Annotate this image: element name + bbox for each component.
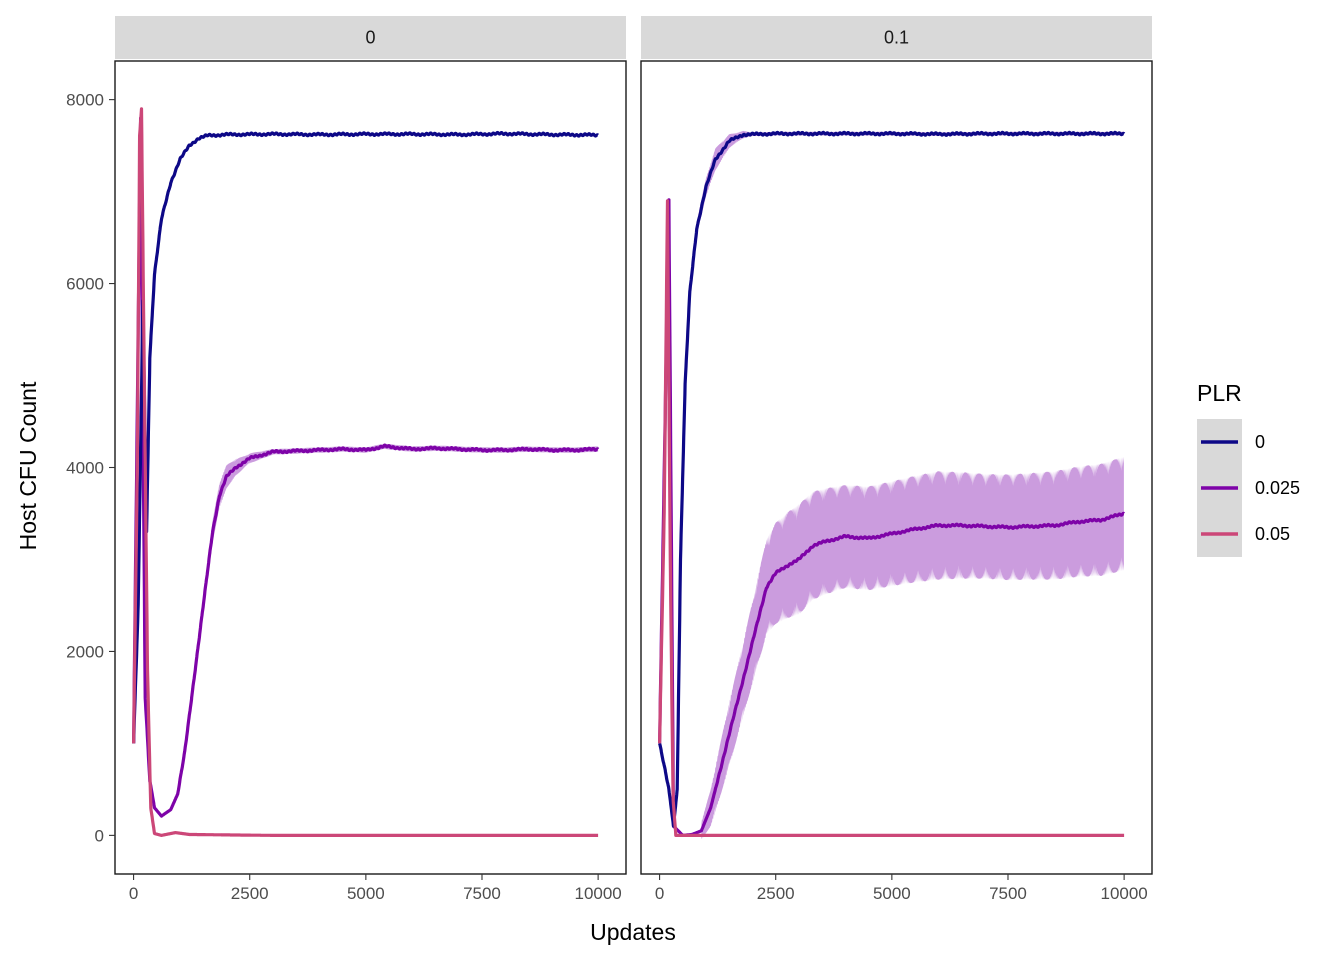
y-tick-label: 4000: [66, 459, 104, 478]
legend: PLR 0 0.025 0.05: [1197, 380, 1300, 557]
x-tick-label: 10000: [574, 884, 621, 903]
y-axis-title: Host CFU Count: [15, 381, 41, 550]
x-tick-label: 2500: [757, 884, 795, 903]
y-axis: 0 2000 4000 6000 8000: [66, 91, 115, 845]
legend-title: PLR: [1197, 380, 1242, 406]
series-line-0.05: [132, 107, 600, 838]
panel-1: 0.1 0 2500 5000 7500 10000: [640, 16, 1153, 903]
legend-label: 0.025: [1255, 478, 1300, 498]
y-tick-label: 0: [95, 826, 104, 845]
x-axis-title: Updates: [590, 919, 676, 945]
y-tick-label: 2000: [66, 642, 104, 661]
facet-strip: [115, 16, 626, 59]
panel-0: 0 0 2500 5000 7500 10000: [114, 16, 627, 903]
y-tick-label: 6000: [66, 275, 104, 294]
x-tick-label: 2500: [231, 884, 269, 903]
x-tick-label: 0: [129, 884, 138, 903]
facet-panels: 0 0 2500 5000 7500 10000 0.1 0 2500 5000 7500 10000: [114, 16, 1153, 903]
series-line-0: [658, 130, 1126, 828]
x-tick-label: 0: [655, 884, 664, 903]
x-tick-label: 7500: [463, 884, 501, 903]
x-tick-label: 10000: [1100, 884, 1147, 903]
plot-area: [132, 107, 600, 838]
x-tick-label: 7500: [989, 884, 1027, 903]
series-line-0.05: [658, 199, 1126, 838]
series-line-0.025: [658, 198, 1126, 838]
legend-label: 0: [1255, 432, 1265, 452]
series-line-0.025: [132, 116, 600, 818]
plot-area: [658, 130, 1126, 840]
legend-label: 0.05: [1255, 524, 1290, 544]
facet-strip-label: 0: [365, 28, 375, 48]
x-tick-label: 5000: [873, 884, 911, 903]
panel-border: [640, 60, 1153, 875]
x-tick-label: 5000: [347, 884, 385, 903]
y-tick-label: 8000: [66, 91, 104, 110]
facet-strip: [641, 16, 1152, 59]
series-line-0: [132, 130, 600, 744]
facet-strip-label: 0.1: [884, 28, 909, 48]
